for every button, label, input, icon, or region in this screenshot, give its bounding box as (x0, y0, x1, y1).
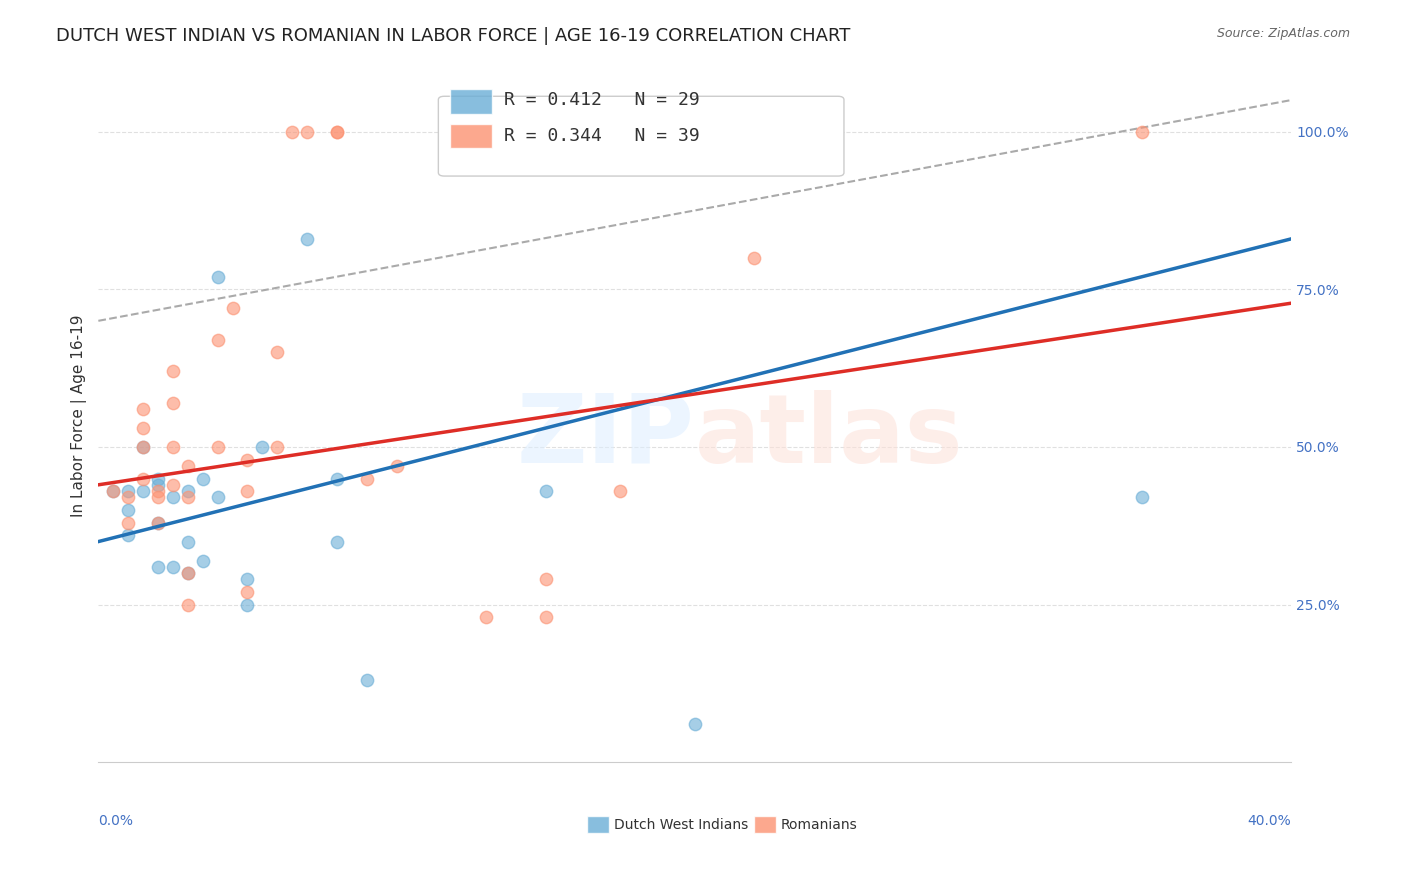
Text: R = 0.412   N = 29: R = 0.412 N = 29 (503, 91, 700, 109)
Point (177, 566, 200, 581)
Point (534, 573, 557, 587)
Point (444, 125, 467, 139)
Point (132, 471, 155, 485)
FancyBboxPatch shape (450, 89, 492, 113)
FancyBboxPatch shape (439, 96, 844, 176)
Point (295, 232, 318, 246)
Point (103, 484, 125, 499)
Point (177, 484, 200, 499)
Point (146, 559, 169, 574)
Text: 40.0%: 40.0% (1247, 814, 1291, 829)
Point (534, 610, 557, 624)
Point (207, 333, 229, 347)
Point (236, 598, 259, 612)
Point (385, 458, 408, 473)
Point (103, 484, 125, 499)
Point (132, 440, 155, 454)
Point (1130, 491, 1153, 505)
Point (146, 484, 169, 499)
Point (177, 566, 200, 581)
Text: DUTCH WEST INDIAN VS ROMANIAN IN LABOR FORCE | AGE 16-19 CORRELATION CHART: DUTCH WEST INDIAN VS ROMANIAN IN LABOR F… (56, 27, 851, 45)
Point (117, 491, 139, 505)
Point (221, 301, 243, 316)
Point (177, 598, 200, 612)
Point (609, 484, 631, 499)
Text: Romanians: Romanians (780, 818, 858, 831)
Text: Dutch West Indians: Dutch West Indians (614, 818, 748, 831)
Text: R = 0.344   N = 39: R = 0.344 N = 39 (503, 127, 700, 145)
Point (146, 491, 169, 505)
Point (475, 610, 498, 624)
Point (236, 585, 259, 599)
Point (236, 484, 259, 499)
Point (326, 125, 349, 139)
Point (326, 125, 349, 139)
Point (162, 364, 184, 378)
Point (191, 471, 214, 485)
Point (117, 503, 139, 517)
Point (326, 534, 349, 549)
Point (266, 440, 288, 454)
Point (117, 516, 139, 530)
Point (534, 484, 557, 499)
Point (236, 573, 259, 587)
Point (132, 484, 155, 499)
Point (162, 491, 184, 505)
Point (207, 269, 229, 284)
Point (117, 484, 139, 499)
Point (683, 717, 706, 731)
Point (295, 125, 318, 139)
Point (132, 440, 155, 454)
Point (162, 440, 184, 454)
Point (281, 125, 304, 139)
Text: ZIP: ZIP (517, 390, 695, 483)
Point (356, 471, 378, 485)
Point (177, 491, 200, 505)
FancyBboxPatch shape (450, 124, 492, 148)
Point (236, 452, 259, 467)
Point (162, 478, 184, 492)
Point (252, 440, 274, 454)
Point (191, 553, 214, 567)
Point (1130, 125, 1153, 139)
Point (132, 421, 155, 435)
Point (146, 516, 169, 530)
Text: 0.0%: 0.0% (98, 814, 134, 829)
Text: atlas: atlas (695, 390, 963, 483)
Point (744, 251, 766, 265)
Point (177, 458, 200, 473)
Point (146, 478, 169, 492)
Point (117, 528, 139, 542)
Point (177, 534, 200, 549)
FancyBboxPatch shape (588, 816, 609, 833)
Y-axis label: In Labor Force | Age 16-19: In Labor Force | Age 16-19 (72, 314, 87, 516)
Point (132, 402, 155, 417)
Point (207, 440, 229, 454)
Point (356, 673, 378, 688)
Point (266, 345, 288, 359)
FancyBboxPatch shape (755, 816, 776, 833)
Point (146, 471, 169, 485)
Point (162, 559, 184, 574)
Point (326, 471, 349, 485)
Text: Source: ZipAtlas.com: Source: ZipAtlas.com (1216, 27, 1350, 40)
Point (162, 396, 184, 410)
Point (207, 491, 229, 505)
Point (146, 516, 169, 530)
